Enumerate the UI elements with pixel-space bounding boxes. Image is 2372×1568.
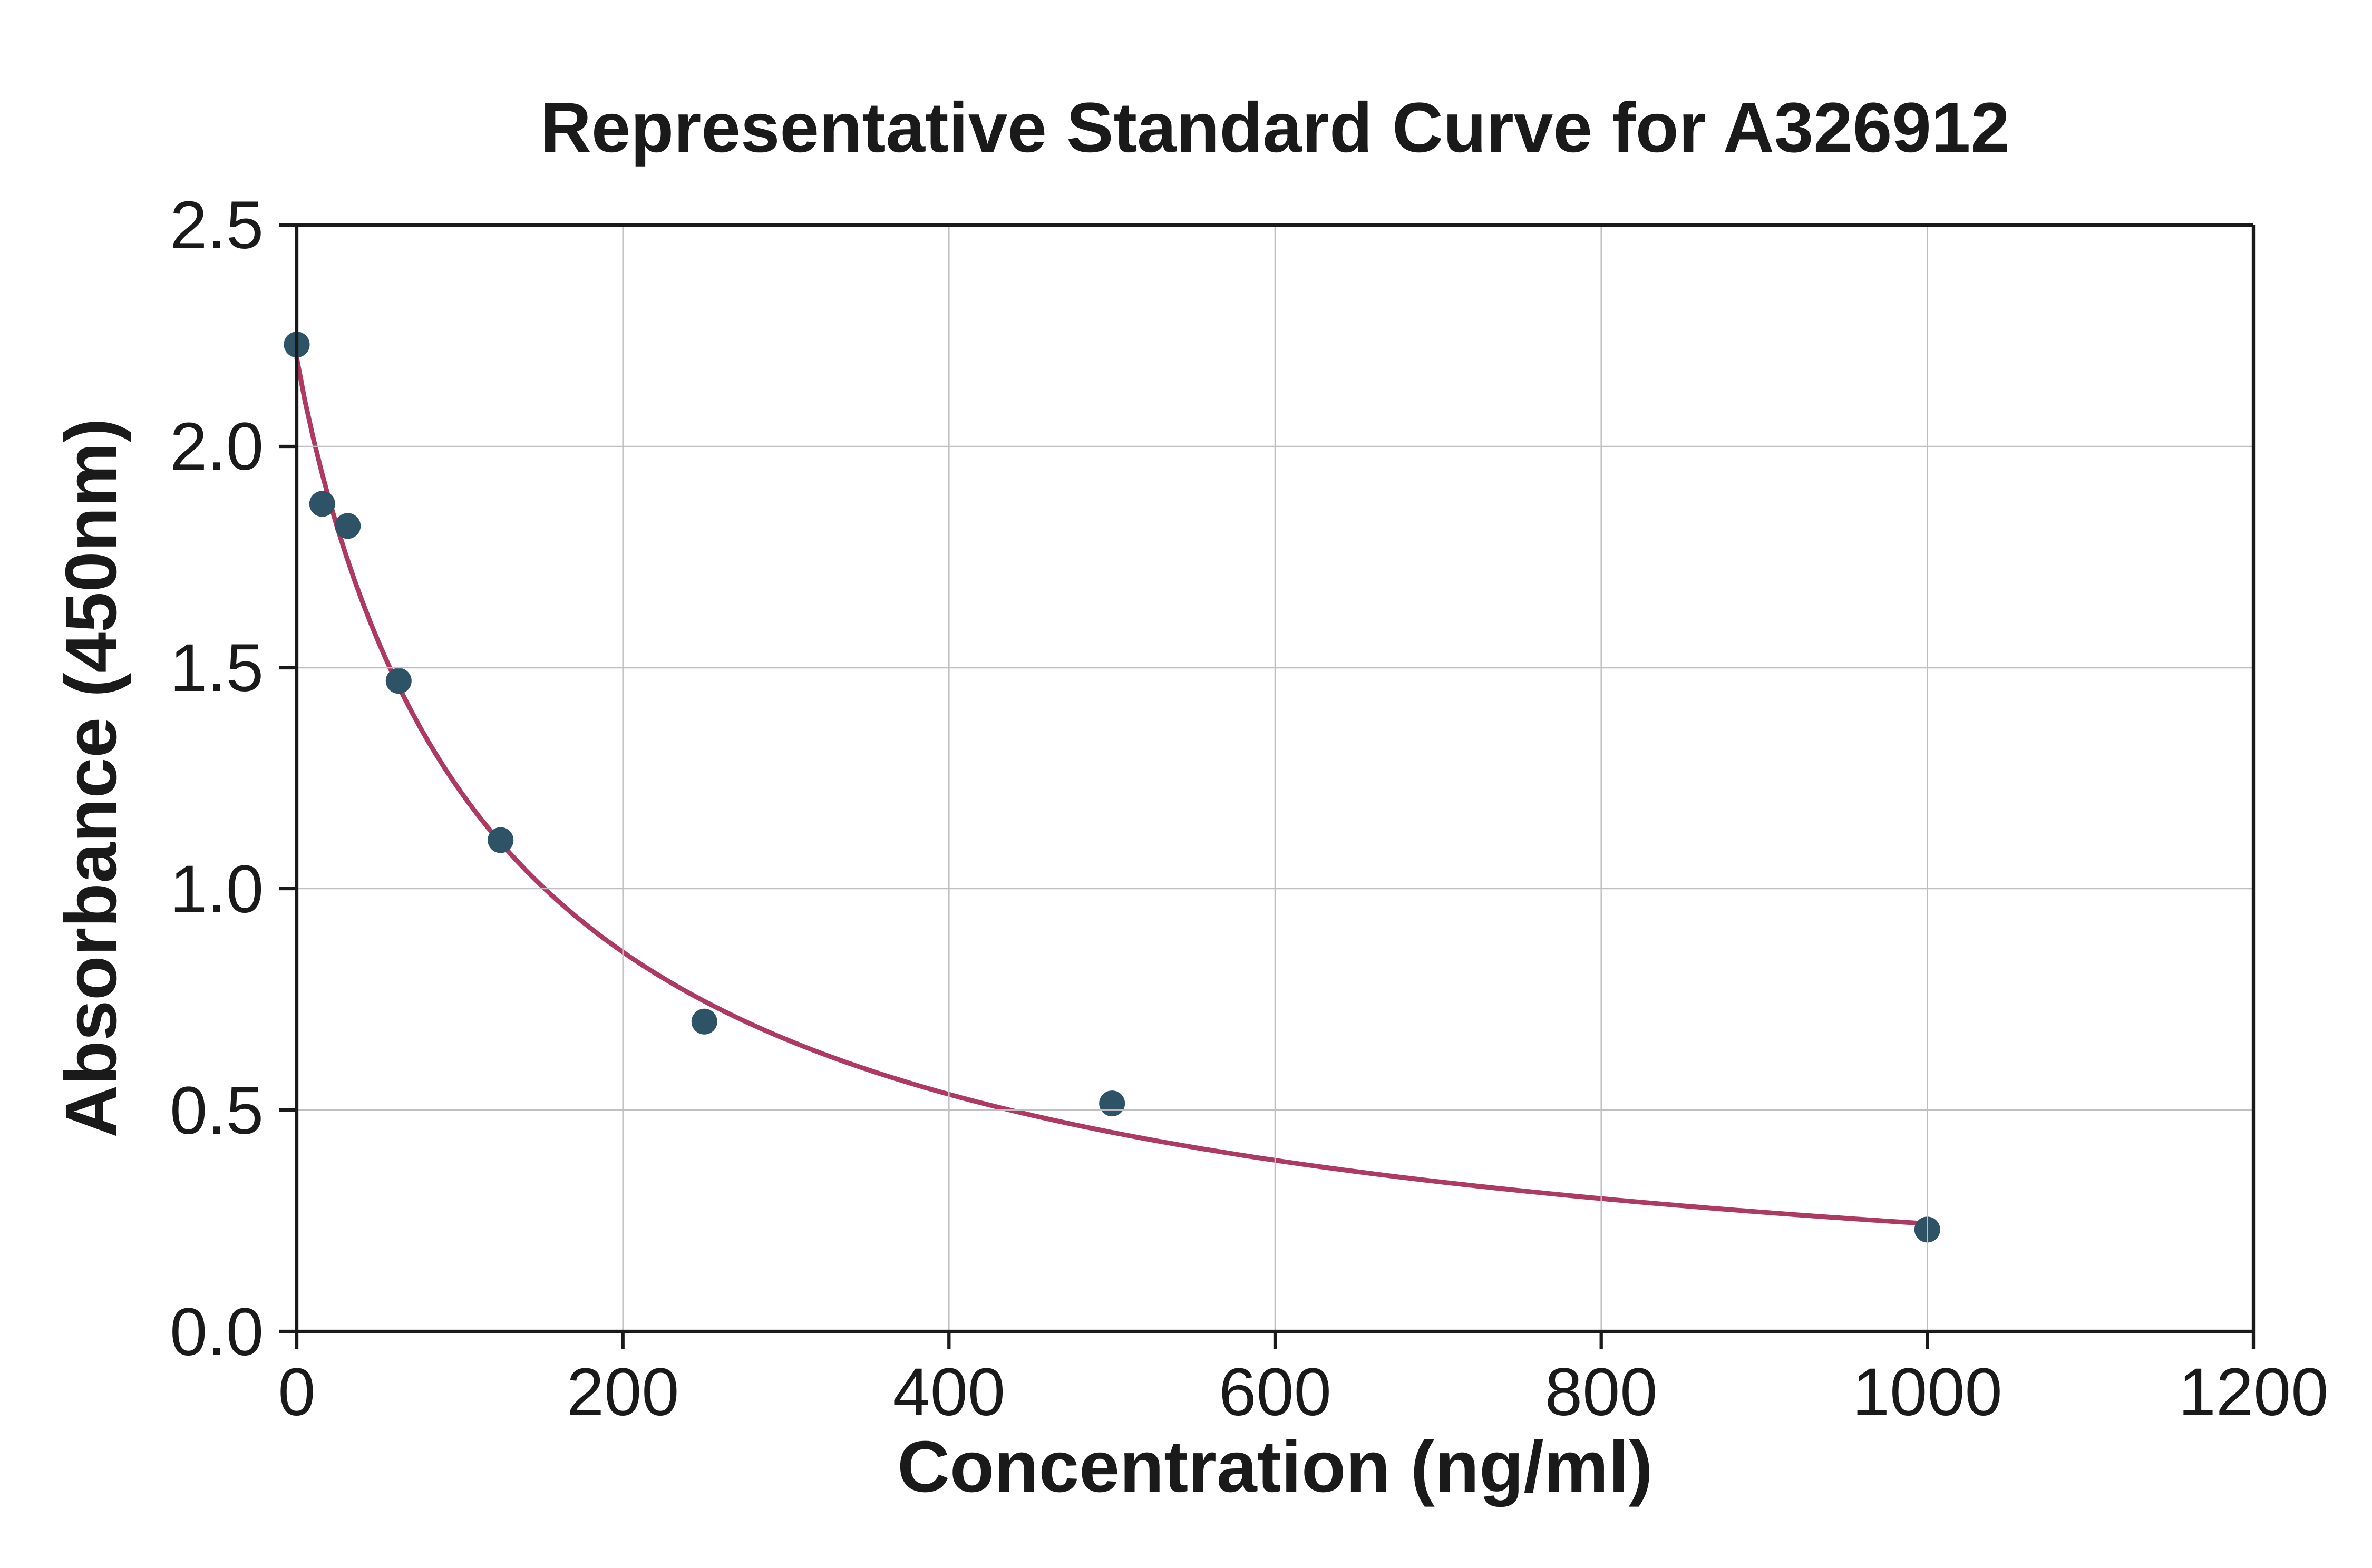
svg-text:0.0: 0.0 [170, 1294, 264, 1370]
svg-text:800: 800 [1545, 1355, 1658, 1430]
svg-text:2.5: 2.5 [170, 188, 264, 263]
svg-text:200: 200 [567, 1355, 679, 1430]
svg-text:1000: 1000 [1852, 1355, 2002, 1430]
svg-text:600: 600 [1219, 1355, 1331, 1430]
svg-text:1.0: 1.0 [170, 852, 264, 927]
svg-text:1200: 1200 [2179, 1355, 2329, 1430]
svg-text:1.5: 1.5 [170, 630, 264, 706]
svg-text:Absorbance (450nm): Absorbance (450nm) [51, 418, 132, 1137]
svg-text:400: 400 [893, 1355, 1006, 1430]
svg-text:Concentration (ng/ml): Concentration (ng/ml) [897, 1426, 1653, 1507]
svg-text:0: 0 [278, 1355, 315, 1430]
svg-text:2.0: 2.0 [170, 409, 264, 484]
svg-text:0.5: 0.5 [170, 1073, 264, 1148]
svg-text:Representative Standard Curve: Representative Standard Curve for A32691… [540, 89, 2010, 167]
